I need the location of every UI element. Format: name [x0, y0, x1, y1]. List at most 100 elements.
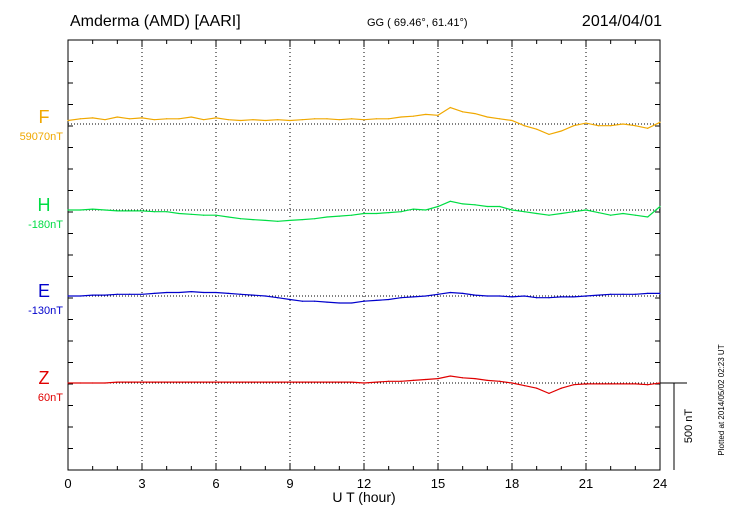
vertical-gridlines: [141, 40, 587, 470]
data-point-h: [548, 214, 550, 216]
data-point-z: [610, 383, 612, 385]
date-label: 2014/04/01: [582, 13, 662, 30]
data-point-h: [153, 211, 155, 213]
data-point-f: [511, 119, 513, 122]
data-point-f: [129, 118, 131, 120]
data-point-h: [499, 205, 501, 208]
data-point-e: [141, 293, 143, 295]
scale-bar-label: 500 nT: [683, 409, 695, 444]
x-tick-label: 21: [579, 476, 593, 491]
data-point-h: [449, 200, 451, 202]
data-point-z: [573, 384, 575, 386]
data-point-e: [203, 291, 205, 294]
data-point-e: [178, 291, 180, 294]
data-point-h: [67, 209, 69, 211]
data-point-e: [412, 296, 414, 298]
x-tick-label: 3: [138, 476, 145, 491]
data-point-f: [560, 130, 562, 132]
data-point-e: [338, 302, 340, 304]
data-point-e: [499, 295, 501, 297]
data-point-h: [375, 212, 377, 215]
data-point-z: [129, 381, 131, 383]
data-point-h: [289, 219, 291, 222]
data-point-h: [437, 205, 439, 208]
data-point-f: [462, 111, 464, 113]
data-point-e: [388, 298, 390, 301]
series-name-h: H: [38, 195, 51, 215]
x-tick-label: 18: [505, 476, 519, 491]
x-tick-label: 0: [64, 476, 71, 491]
data-point-e: [166, 291, 168, 294]
data-point-e: [289, 298, 291, 301]
data-point-f: [153, 119, 155, 121]
data-point-h: [92, 208, 94, 210]
data-point-z: [215, 381, 217, 383]
data-point-e: [486, 295, 488, 297]
x-tick-label: 6: [212, 476, 219, 491]
data-point-z: [400, 380, 402, 382]
data-point-f: [634, 125, 636, 127]
data-point-h: [215, 214, 217, 216]
data-point-h: [141, 210, 143, 212]
data-point-z: [548, 392, 550, 395]
data-point-e: [647, 292, 649, 294]
data-point-e: [375, 299, 377, 301]
data-point-h: [523, 211, 525, 213]
data-point-z: [289, 381, 291, 383]
data-point-z: [597, 383, 599, 385]
data-point-f: [203, 119, 205, 121]
data-point-z: [363, 382, 365, 384]
data-point-e: [462, 292, 464, 294]
series-name-z: Z: [39, 368, 50, 388]
data-point-h: [79, 209, 81, 211]
data-point-e: [104, 294, 106, 296]
data-point-e: [277, 297, 279, 299]
data-point-h: [129, 210, 131, 212]
data-point-f: [277, 119, 279, 121]
data-point-z: [425, 378, 427, 381]
data-point-f: [240, 119, 242, 122]
series-baseline-f: 59070nT: [20, 131, 64, 143]
data-point-z: [634, 383, 636, 385]
x-tick-labels: 0 3 6 9 12 15 18 21 24: [64, 476, 667, 491]
data-point-h: [351, 214, 353, 216]
data-point-z: [301, 381, 303, 383]
data-point-h: [252, 218, 254, 221]
data-point-h: [264, 219, 266, 222]
data-point-h: [104, 209, 106, 211]
series-name-f: F: [39, 107, 50, 127]
data-point-z: [104, 382, 106, 384]
data-point-f: [388, 118, 390, 120]
data-point-z: [178, 381, 180, 383]
data-point-z: [449, 375, 451, 377]
data-point-f: [326, 118, 328, 120]
data-point-z: [92, 382, 94, 384]
data-point-z: [79, 382, 81, 384]
data-point-f: [573, 125, 575, 127]
data-point-z: [499, 380, 501, 382]
data-point-e: [67, 295, 69, 297]
series-labels: F 59070nT H -180nT E -130nT Z 60nT: [20, 107, 64, 404]
data-point-e: [659, 292, 661, 294]
data-point-f: [548, 133, 550, 136]
data-point-f: [116, 116, 118, 118]
data-point-e: [536, 297, 538, 299]
data-point-f: [659, 121, 661, 123]
data-point-z: [486, 379, 488, 381]
data-point-z: [622, 383, 624, 385]
data-point-e: [610, 293, 612, 295]
scale-bar: 500 nT: [660, 382, 695, 470]
data-point-h: [462, 203, 464, 205]
data-point-f: [610, 125, 612, 127]
data-point-z: [141, 381, 143, 383]
data-point-h: [412, 208, 414, 210]
data-point-f: [425, 113, 427, 116]
x-tick-label: 15: [431, 476, 445, 491]
data-point-h: [585, 209, 587, 211]
series-baseline-h: -180nT: [28, 219, 63, 231]
data-point-h: [511, 209, 513, 211]
coordinates-label: GG ( 69.46°, 61.41°): [367, 17, 468, 29]
data-point-e: [227, 292, 229, 294]
data-point-f: [79, 118, 81, 120]
data-point-h: [338, 215, 340, 217]
